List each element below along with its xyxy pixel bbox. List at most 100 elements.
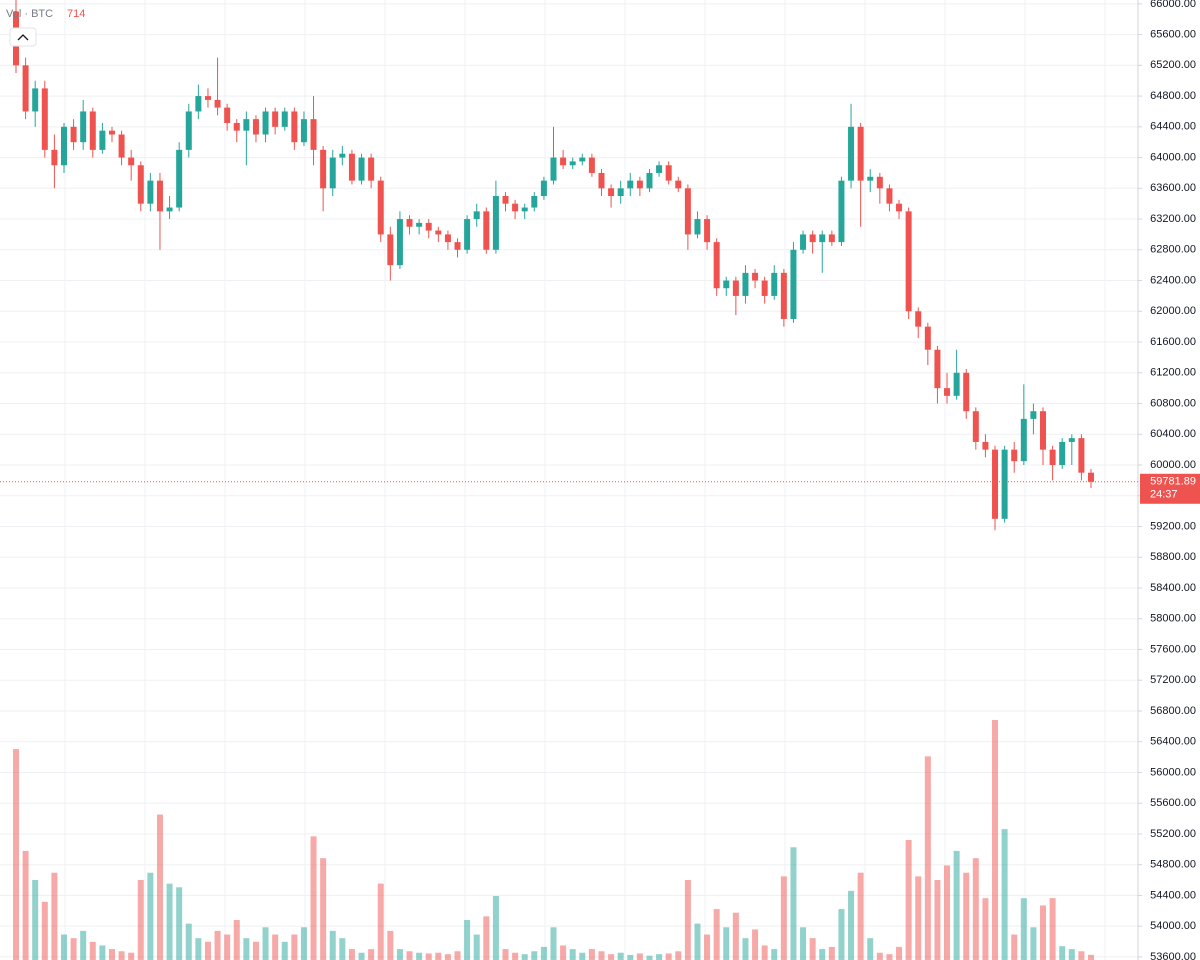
candle-body xyxy=(1049,449,1056,466)
candle-body xyxy=(128,157,135,166)
candle-body xyxy=(828,234,835,243)
candle-body xyxy=(656,165,663,173)
candle-body xyxy=(838,180,845,243)
candle-body xyxy=(406,219,413,227)
candle-body xyxy=(262,111,269,135)
candle-body xyxy=(963,372,970,412)
volume-bar xyxy=(22,850,29,960)
y-tick-label: 53600.00 xyxy=(1150,951,1196,960)
volume-bar xyxy=(435,952,442,960)
candles xyxy=(13,0,1094,531)
volume-bar xyxy=(876,952,883,960)
candle-body xyxy=(214,99,221,108)
y-tick-label: 59200.00 xyxy=(1150,520,1196,532)
collapse-button[interactable] xyxy=(9,27,37,47)
y-tick-label: 57200.00 xyxy=(1150,674,1196,686)
candle-body xyxy=(531,195,538,208)
y-tick-label: 56800.00 xyxy=(1150,705,1196,717)
volume-bar xyxy=(579,952,586,960)
volume-bars xyxy=(13,720,1094,960)
volume-bar xyxy=(1030,927,1037,960)
candle-body xyxy=(579,157,586,162)
volume-bar xyxy=(704,934,711,960)
collapse-icon[interactable] xyxy=(17,34,29,41)
y-tick-label: 60400.00 xyxy=(1150,428,1196,440)
volume-bar xyxy=(425,953,432,960)
volume-bar xyxy=(723,927,730,960)
candle-body xyxy=(732,280,739,296)
volume-bar xyxy=(896,946,903,960)
volume-bar xyxy=(464,920,471,960)
volume-bar xyxy=(32,880,39,960)
volume-bar xyxy=(1020,898,1027,960)
candle-body xyxy=(108,130,115,135)
volume-bar xyxy=(1040,905,1047,960)
volume-bar xyxy=(70,938,77,960)
y-tick-label: 60000.00 xyxy=(1150,459,1196,471)
candle-body xyxy=(694,219,701,235)
volume-bar xyxy=(684,880,691,960)
volume-bar xyxy=(406,951,413,960)
volume-bar xyxy=(176,887,183,960)
candle-body xyxy=(483,211,490,250)
y-tick-label: 55200.00 xyxy=(1150,828,1196,840)
candle-body xyxy=(608,188,615,196)
candle-body xyxy=(924,326,931,350)
candle-body xyxy=(41,88,48,150)
candle-body xyxy=(147,180,154,204)
candle-body xyxy=(742,272,749,296)
candle-body xyxy=(886,188,893,204)
volume-bar xyxy=(800,927,807,960)
y-tick-label: 63200.00 xyxy=(1150,213,1196,225)
y-tick-label: 64400.00 xyxy=(1150,121,1196,133)
volume-bar xyxy=(272,934,279,960)
candle-body xyxy=(675,180,682,189)
volume-bar xyxy=(329,930,336,960)
candle-body xyxy=(646,172,653,189)
candle-body xyxy=(329,157,336,189)
volume-bar xyxy=(502,949,509,960)
candle-body xyxy=(992,449,999,519)
volume-bar xyxy=(953,850,960,960)
volume-bar xyxy=(857,872,864,960)
candle-body xyxy=(435,230,442,235)
legend-label: Vol · BTC xyxy=(6,8,53,20)
candle-body xyxy=(521,207,528,212)
collapse-button-box[interactable] xyxy=(9,27,37,47)
candle-body xyxy=(195,96,202,112)
volume-bar xyxy=(291,934,298,960)
volume-bar xyxy=(300,927,307,960)
y-tick-label: 54400.00 xyxy=(1150,889,1196,901)
candle-body xyxy=(1059,441,1066,466)
volume-bar xyxy=(137,880,144,960)
y-tick-label: 62000.00 xyxy=(1150,305,1196,317)
volume-bar xyxy=(195,938,202,960)
volume-bar xyxy=(732,912,739,960)
candle-body xyxy=(752,272,759,281)
volume-bar xyxy=(108,949,115,960)
volume-bar xyxy=(963,872,970,960)
volume-bar xyxy=(588,949,595,960)
candle-body xyxy=(636,180,643,189)
volume-bar xyxy=(1001,829,1008,960)
volume-bar xyxy=(416,952,423,960)
volume-bar xyxy=(233,920,240,960)
volume-bar xyxy=(694,923,701,960)
candle-body xyxy=(540,180,547,196)
volume-bar xyxy=(646,955,653,960)
volume-bar xyxy=(742,938,749,960)
candle-body xyxy=(569,161,576,166)
candle-body xyxy=(1020,418,1027,462)
grid xyxy=(0,0,1138,960)
volume-bar xyxy=(1049,898,1056,960)
candle-body xyxy=(339,153,346,158)
candle-body xyxy=(502,195,509,204)
candle-body xyxy=(118,134,125,158)
volume-bar xyxy=(636,953,643,960)
candle-body xyxy=(137,165,144,204)
candle-body xyxy=(425,222,432,231)
candle-body xyxy=(348,153,355,181)
candle-body xyxy=(713,242,720,289)
volume-bar xyxy=(252,941,259,960)
candle-body xyxy=(89,111,96,150)
